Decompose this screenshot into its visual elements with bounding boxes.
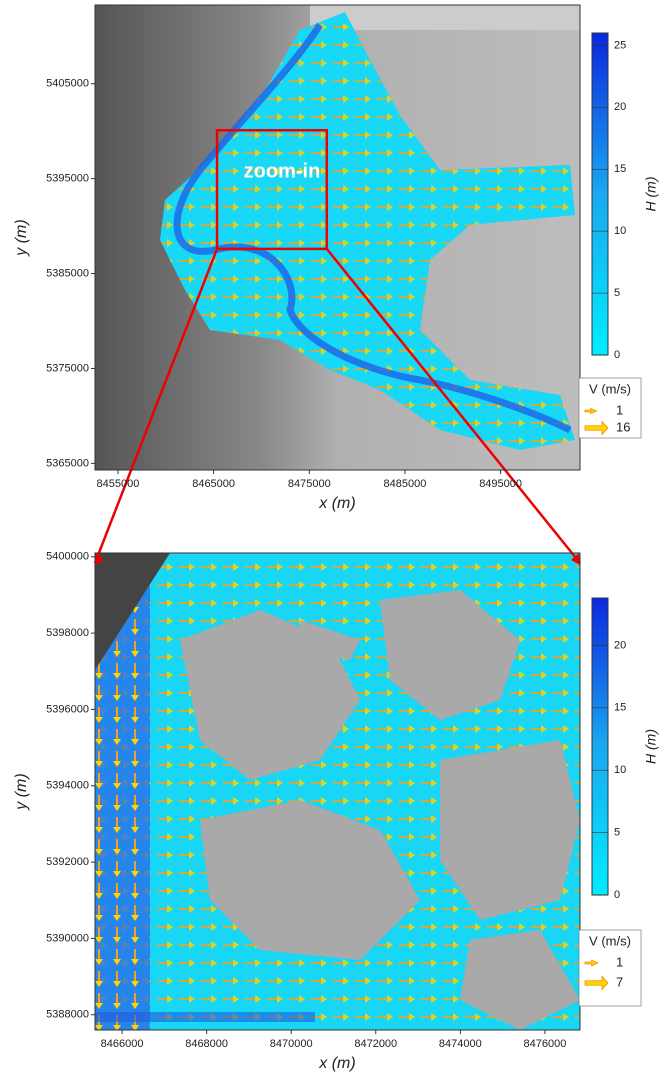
colorbar-tick-label: 0 xyxy=(614,889,620,901)
x-tick-label: 8465000 xyxy=(192,478,235,490)
colorbar-label: H (m) xyxy=(643,177,659,212)
legend-label: 7 xyxy=(616,974,623,989)
colorbar-tick-label: 10 xyxy=(614,764,626,776)
plot-frame xyxy=(94,552,581,1031)
colorbar-tick-label: 20 xyxy=(614,639,626,651)
legend-arrow xyxy=(584,420,609,436)
colorbar-tick-label: 5 xyxy=(614,827,620,839)
x-axis-label: x (m) xyxy=(318,1055,355,1072)
plot-frame xyxy=(94,4,581,471)
y-tick-label: 5375000 xyxy=(46,362,89,374)
legend-arrow xyxy=(584,975,609,991)
colorbar-tick-label: 25 xyxy=(614,39,626,51)
colorbar-tick-label: 0 xyxy=(614,349,620,361)
legend-box xyxy=(578,929,642,1007)
map-raster xyxy=(95,5,580,470)
y-tick-label: 5394000 xyxy=(46,780,89,792)
map-raster xyxy=(95,553,580,1030)
y-tick-label: 5400000 xyxy=(46,551,89,563)
x-tick-label: 8468000 xyxy=(185,1038,228,1050)
y-axis-label: y (m) xyxy=(13,773,30,810)
zoom-line xyxy=(93,248,219,564)
colorbar-tick-label: 10 xyxy=(614,225,626,237)
y-tick-label: 5390000 xyxy=(46,932,89,944)
legend-label: 16 xyxy=(616,419,630,434)
legend-title: V (m/s) xyxy=(589,933,631,948)
x-tick-label: 8474000 xyxy=(439,1038,482,1050)
zoom-arrowhead xyxy=(95,553,104,565)
legend-label: 1 xyxy=(616,402,623,417)
x-tick-label: 8495000 xyxy=(479,478,522,490)
x-tick-label: 8455000 xyxy=(97,478,140,490)
colorbar-tick-label: 5 xyxy=(614,287,620,299)
x-tick-label: 8475000 xyxy=(288,478,331,490)
legend-label: 1 xyxy=(616,954,623,969)
y-tick-label: 5385000 xyxy=(46,267,89,279)
colorbar-tick-label: 15 xyxy=(614,163,626,175)
y-tick-label: 5396000 xyxy=(46,703,89,715)
colorbar xyxy=(591,597,609,896)
zoom-box xyxy=(215,129,329,251)
y-tick-label: 5388000 xyxy=(46,1009,89,1021)
x-tick-label: 8466000 xyxy=(101,1038,144,1050)
x-tick-label: 8476000 xyxy=(523,1038,566,1050)
colorbar xyxy=(591,32,609,356)
annotation: zoom-in xyxy=(244,160,321,182)
legend-arrow xyxy=(584,407,598,415)
colorbar-tick-label: 20 xyxy=(614,101,626,113)
y-tick-label: 5392000 xyxy=(46,856,89,868)
y-tick-label: 5405000 xyxy=(46,78,89,90)
y-tick-label: 5398000 xyxy=(46,627,89,639)
colorbar-label: H (m) xyxy=(643,729,659,764)
x-tick-label: 8470000 xyxy=(270,1038,313,1050)
y-tick-label: 5395000 xyxy=(46,173,89,185)
legend-title: V (m/s) xyxy=(589,381,631,396)
x-axis-label: x (m) xyxy=(318,495,355,512)
zoom-connector xyxy=(93,129,581,565)
y-tick-label: 5365000 xyxy=(46,457,89,469)
y-axis-label: y (m) xyxy=(13,219,30,256)
legend-box xyxy=(578,377,642,439)
colorbar-tick-label: 15 xyxy=(614,702,626,714)
x-tick-label: 8472000 xyxy=(354,1038,397,1050)
zoom-line xyxy=(325,248,581,564)
legend-arrow xyxy=(584,959,599,967)
zoom-arrowhead xyxy=(571,553,580,565)
x-tick-label: 8485000 xyxy=(384,478,427,490)
